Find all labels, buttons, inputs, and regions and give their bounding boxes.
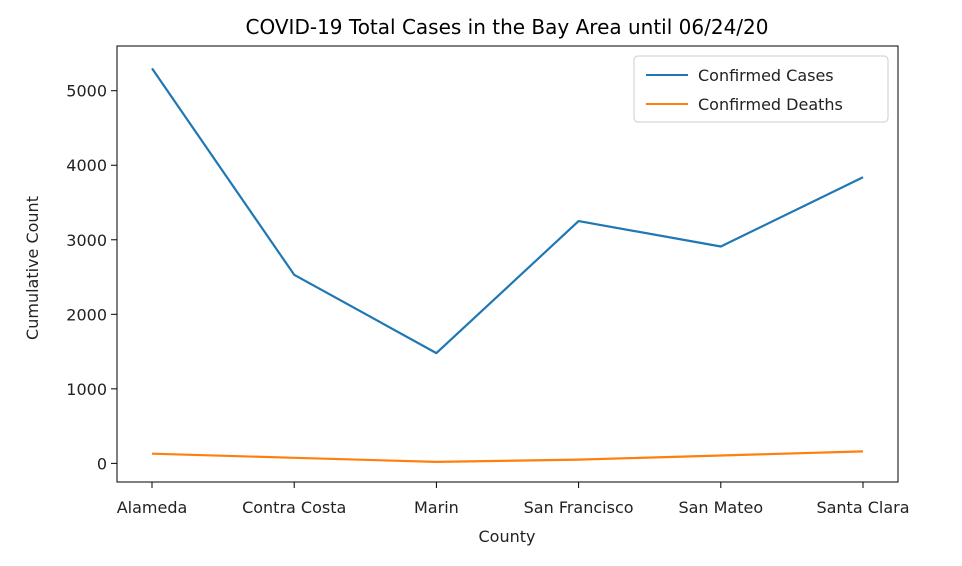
x-tick-label: San Francisco xyxy=(524,498,634,517)
y-tick-label: 3000 xyxy=(66,231,107,250)
chart-title: COVID-19 Total Cases in the Bay Area unt… xyxy=(246,15,769,39)
x-tick-label: Contra Costa xyxy=(242,498,346,517)
x-tick-label: San Mateo xyxy=(678,498,763,517)
series-line-confirmed-deaths xyxy=(151,450,864,463)
x-axis-label: County xyxy=(479,527,536,546)
y-tick-label: 0 xyxy=(97,454,107,473)
y-tick-label: 5000 xyxy=(66,82,107,101)
x-tick-label: Santa Clara xyxy=(816,498,909,517)
y-tick-label: 1000 xyxy=(66,380,107,399)
legend-label-confirmed-cases: Confirmed Cases xyxy=(698,66,834,85)
legend-box xyxy=(633,55,889,123)
x-axis: Alameda Contra Costa Marin San Francisco San… xyxy=(117,482,910,517)
legend-label-confirmed-deaths: Confirmed Deaths xyxy=(698,95,843,114)
x-tick-label: Alameda xyxy=(117,498,188,517)
legend: Confirmed Cases Confirmed Deaths xyxy=(633,55,889,123)
y-tick-label: 2000 xyxy=(66,305,107,324)
x-tick-label: Marin xyxy=(414,498,459,517)
y-axis: 0 1000 2000 3000 4000 5000 xyxy=(66,82,117,473)
y-axis-label: Cumulative Count xyxy=(23,196,42,340)
series-lines xyxy=(151,67,864,463)
plot-frame xyxy=(116,45,899,483)
series-line-confirmed-cases xyxy=(151,67,864,355)
y-tick-label: 4000 xyxy=(66,156,107,175)
